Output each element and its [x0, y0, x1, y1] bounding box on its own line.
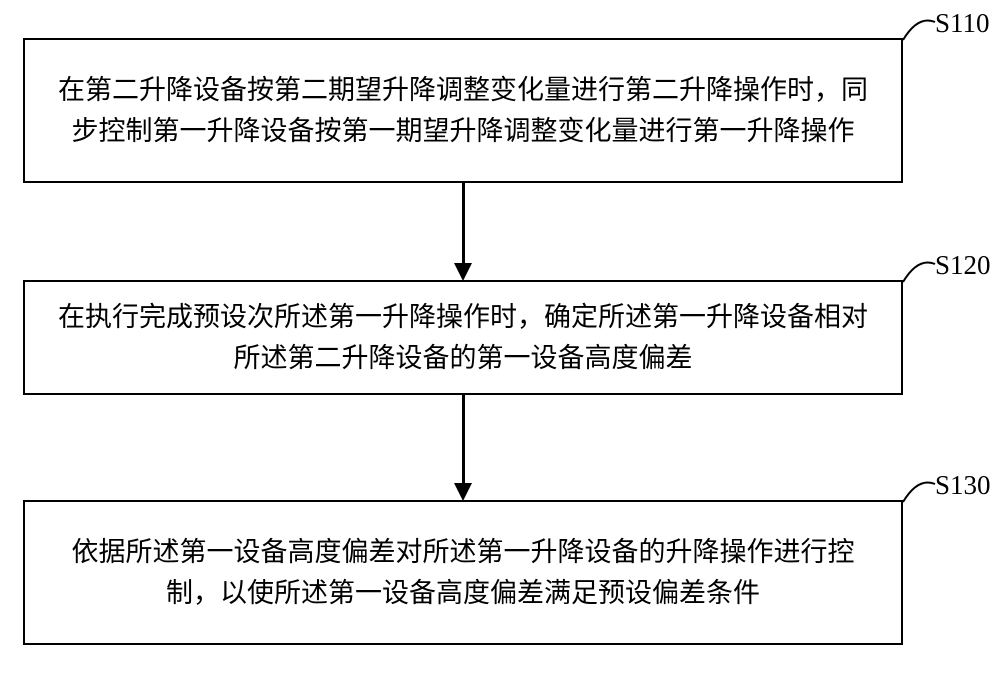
- step-text-s130: 依据所述第一设备高度偏差对所述第一升降设备的升降操作进行控制，以使所述第一设备高…: [45, 532, 881, 613]
- step-box-s120: 在执行完成预设次所述第一升降操作时，确定所述第一升降设备相对所述第二升降设备的第…: [23, 280, 903, 395]
- flowchart-canvas: 在第二升降设备按第二期望升降调整变化量进行第二升降操作时，同步控制第一升降设备按…: [0, 0, 1000, 695]
- leader-s130: [900, 472, 940, 507]
- arrow-2-line: [462, 395, 465, 485]
- step-text-s110: 在第二升降设备按第二期望升降调整变化量进行第二升降操作时，同步控制第一升降设备按…: [45, 70, 881, 151]
- step-box-s130: 依据所述第一设备高度偏差对所述第一升降设备的升降操作进行控制，以使所述第一设备高…: [23, 500, 903, 645]
- step-text-s120: 在执行完成预设次所述第一升降操作时，确定所述第一升降设备相对所述第二升降设备的第…: [45, 297, 881, 378]
- step-label-s120: S120: [935, 250, 991, 281]
- arrow-1-line: [462, 183, 465, 265]
- leader-s120: [900, 252, 940, 287]
- arrow-2-head: [454, 483, 472, 501]
- arrow-1-head: [454, 263, 472, 281]
- leader-s110: [900, 10, 940, 45]
- step-label-s130: S130: [935, 470, 991, 501]
- step-label-s110: S110: [935, 8, 990, 39]
- step-box-s110: 在第二升降设备按第二期望升降调整变化量进行第二升降操作时，同步控制第一升降设备按…: [23, 38, 903, 183]
